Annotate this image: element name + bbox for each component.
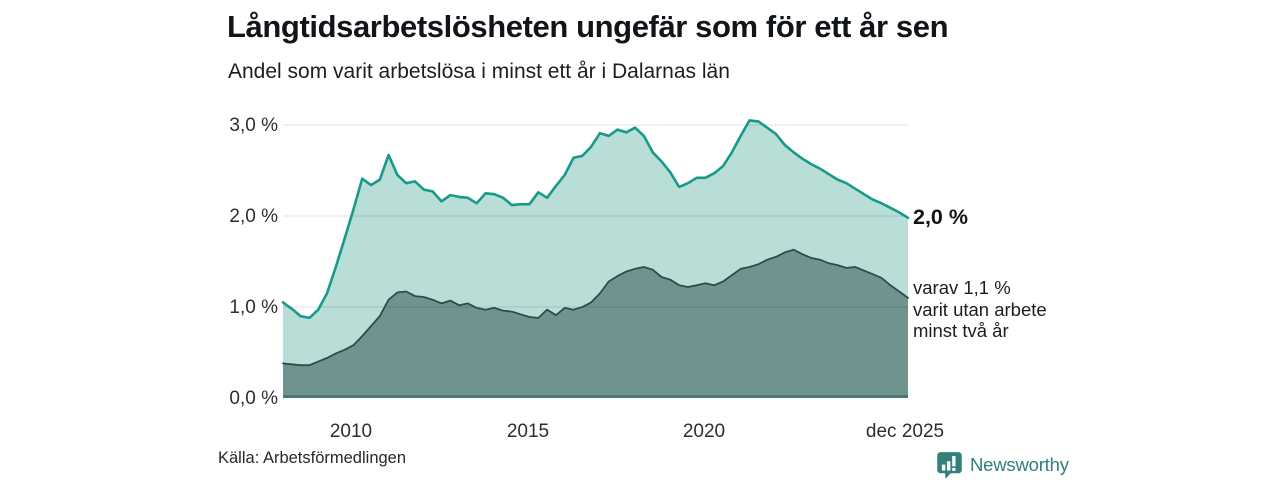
newsworthy-logo-icon xyxy=(937,451,962,479)
chart-subtitle: Andel som varit arbetslösa i minst ett å… xyxy=(228,60,730,83)
series-end-label-two-years-line1: varav 1,1 % xyxy=(913,277,1011,298)
newsworthy-brand: Newsworthy xyxy=(936,450,1069,480)
x-tick-label-2015: 2015 xyxy=(506,421,550,442)
y-tick-label-1: 1,0 % xyxy=(229,297,278,318)
series-end-label-two-years: varav 1,1 % varit utan arbete minst två … xyxy=(913,277,1047,342)
x-tick-label-2020: 2020 xyxy=(682,421,726,442)
series-end-label-two-years-line2: varit utan arbete xyxy=(913,298,1047,320)
series-end-label-two-years-line3: minst två år xyxy=(913,320,1009,341)
chart-title: Långtidsarbetslösheten ungefär som för e… xyxy=(227,9,949,44)
x-tick-label-dec-2025: dec 2025 xyxy=(865,421,945,442)
y-tick-label-2: 2,0 % xyxy=(229,206,278,227)
source-note: Källa: Arbetsförmedlingen xyxy=(218,449,407,467)
series-end-label-total: 2,0 % xyxy=(913,205,968,229)
y-tick-label-0: 0,0 % xyxy=(229,388,278,409)
x-tick-label-2010: 2010 xyxy=(329,421,373,442)
newsworthy-wordmark: Newsworthy xyxy=(970,454,1069,475)
y-tick-label-3: 3,0 % xyxy=(229,115,278,136)
